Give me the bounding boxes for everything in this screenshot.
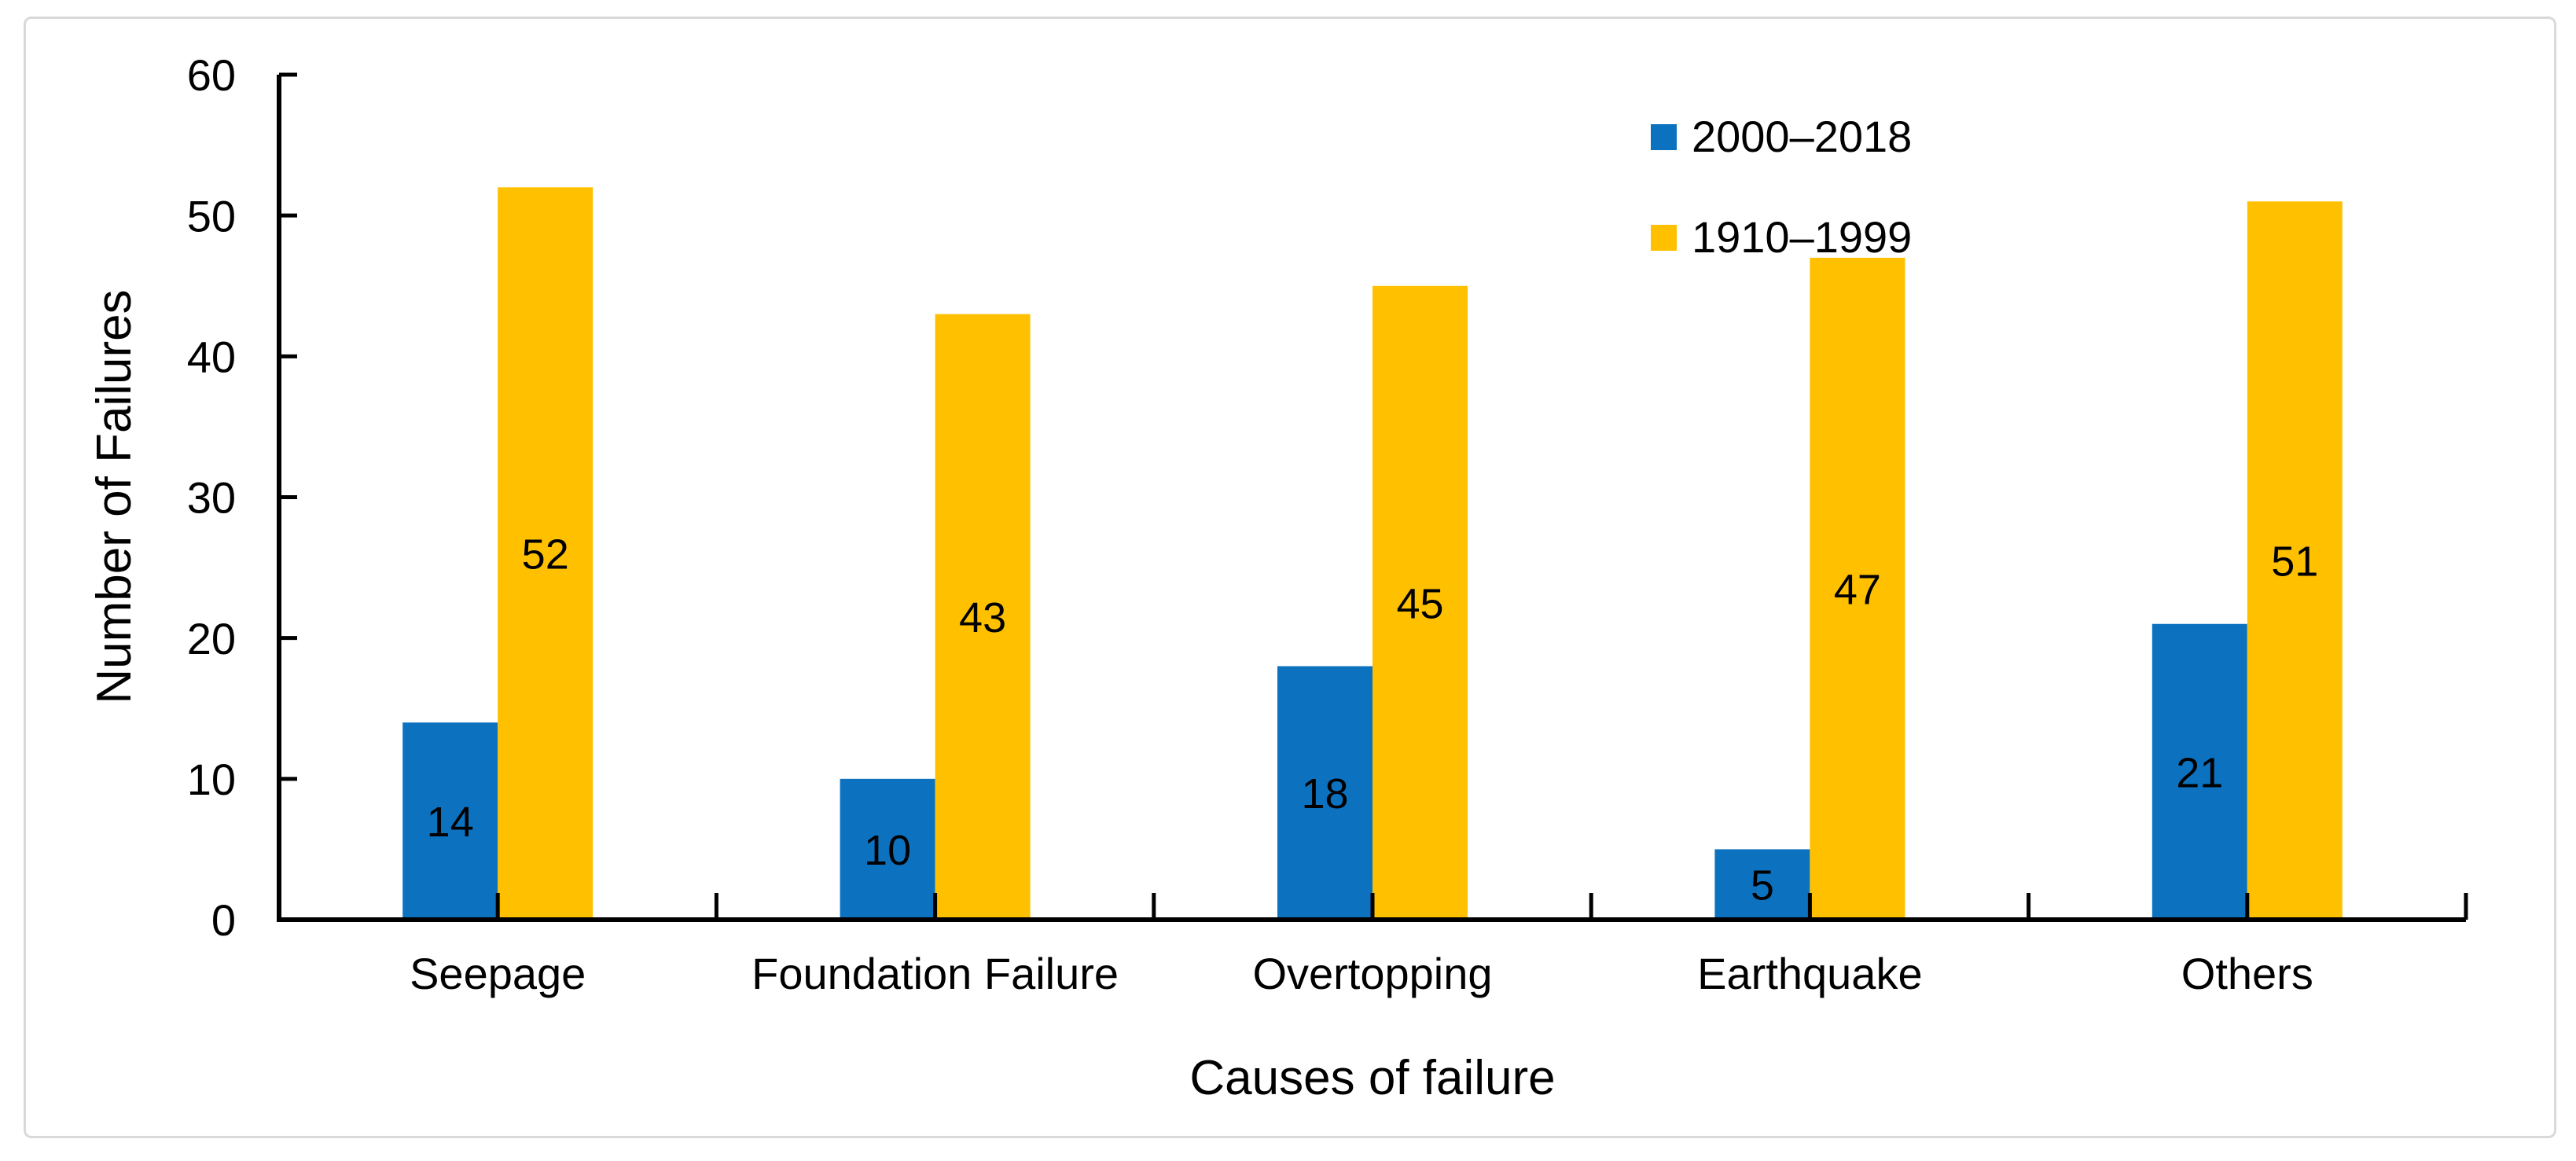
legend: 2000–2018 1910–1999 bbox=[1651, 115, 1912, 259]
category-label-earthquake: Earthquake bbox=[1697, 949, 1922, 998]
y-tick-label-30: 30 bbox=[187, 473, 236, 523]
legend-label: 2000–2018 bbox=[1692, 112, 1913, 161]
data-label-1910-1999-others: 51 bbox=[2271, 538, 2318, 586]
figure-card bbox=[24, 17, 2556, 1138]
data-label-2000-2018-others: 21 bbox=[2176, 749, 2223, 796]
bar-2000-2018-foundation-failure bbox=[840, 778, 935, 920]
y-tick-label-0: 0 bbox=[211, 895, 236, 945]
y-axis-title: Number of Failures bbox=[87, 289, 141, 704]
legend-item: 2000–2018 bbox=[1651, 115, 1912, 159]
y-tick-label-40: 40 bbox=[187, 332, 236, 381]
data-label-1910-1999-seepage: 52 bbox=[522, 531, 569, 579]
data-label-2000-2018-seepage: 14 bbox=[427, 799, 474, 846]
y-tick-label-50: 50 bbox=[187, 191, 236, 241]
bar-1910-1999-seepage bbox=[498, 187, 593, 920]
bar-2000-2018-earthquake bbox=[1714, 849, 1810, 920]
bar-2000-2018-overtopping bbox=[1277, 666, 1373, 920]
bar-1910-1999-overtopping bbox=[1373, 285, 1468, 920]
data-label-1910-1999-foundation-failure: 43 bbox=[959, 594, 1006, 641]
x-axis-title: Causes of failure bbox=[1189, 1051, 1556, 1105]
data-label-1910-1999-overtopping: 45 bbox=[1396, 580, 1443, 627]
category-label-seepage: Seepage bbox=[410, 949, 586, 998]
legend-item: 1910–1999 bbox=[1651, 215, 1912, 259]
category-label-foundation-failure: Foundation Failure bbox=[751, 949, 1119, 998]
data-label-2000-2018-overtopping: 18 bbox=[1301, 770, 1348, 817]
legend-swatch-1910-1999 bbox=[1651, 224, 1677, 251]
y-tick-label-10: 10 bbox=[187, 755, 236, 804]
data-label-1910-1999-earthquake: 47 bbox=[1834, 566, 1881, 613]
bar-1910-1999-earthquake bbox=[1810, 257, 1905, 920]
category-label-others: Others bbox=[2181, 949, 2313, 998]
legend-label: 1910–1999 bbox=[1692, 212, 1913, 262]
category-label-overtopping: Overtopping bbox=[1252, 949, 1492, 998]
y-tick-label-60: 60 bbox=[187, 50, 236, 100]
data-label-2000-2018-foundation-failure: 10 bbox=[864, 827, 911, 874]
bar-2000-2018-others bbox=[2152, 623, 2247, 920]
y-tick-label-20: 20 bbox=[187, 614, 236, 663]
bar-1910-1999-others bbox=[2247, 201, 2343, 920]
bar-1910-1999-foundation-failure bbox=[935, 314, 1031, 920]
data-label-2000-2018-earthquake: 5 bbox=[1751, 862, 1774, 909]
bar-2000-2018-seepage bbox=[402, 722, 498, 920]
legend-swatch-2000-2018 bbox=[1651, 123, 1677, 150]
